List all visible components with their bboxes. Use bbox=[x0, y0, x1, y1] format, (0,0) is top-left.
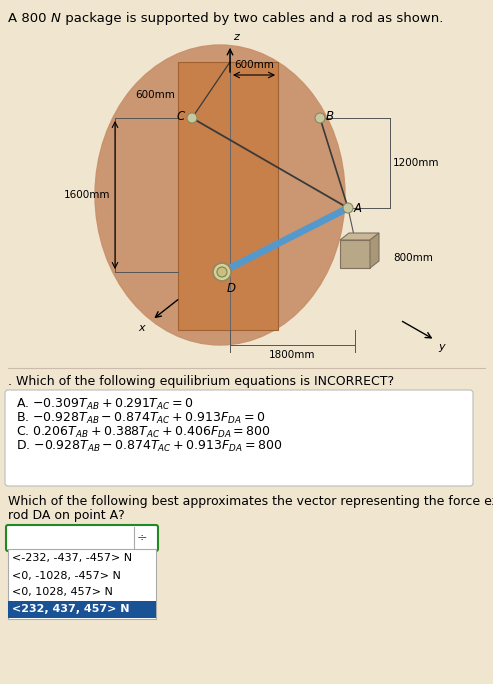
Text: C. $0.206T_{AB} + 0.388T_{AC} + 0.406F_{DA} = 800$: C. $0.206T_{AB} + 0.388T_{AC} + 0.406F_{… bbox=[16, 425, 271, 440]
Text: A 800: A 800 bbox=[8, 12, 46, 25]
Text: A. $-0.309T_{AB} + 0.291T_{AC} = 0$: A. $-0.309T_{AB} + 0.291T_{AC} = 0$ bbox=[16, 397, 194, 412]
Circle shape bbox=[343, 203, 353, 213]
Text: <0, 1028, 457> N: <0, 1028, 457> N bbox=[12, 588, 113, 598]
Text: <0, -1028, -457> N: <0, -1028, -457> N bbox=[12, 570, 121, 581]
Circle shape bbox=[213, 263, 231, 281]
Text: 600mm: 600mm bbox=[234, 60, 274, 70]
Bar bbox=[178, 62, 278, 330]
Text: package is supported by two cables and a rod as shown.: package is supported by two cables and a… bbox=[61, 12, 443, 25]
Text: $C$: $C$ bbox=[176, 109, 186, 122]
Circle shape bbox=[217, 267, 227, 277]
Text: <-232, -437, -457> N: <-232, -437, -457> N bbox=[12, 553, 132, 564]
Ellipse shape bbox=[95, 45, 345, 345]
Text: ÷: ÷ bbox=[137, 531, 147, 544]
Bar bbox=[340, 240, 370, 268]
Text: $B$: $B$ bbox=[325, 109, 334, 122]
Text: 1600mm: 1600mm bbox=[64, 190, 110, 200]
Circle shape bbox=[187, 113, 197, 123]
Text: 600mm: 600mm bbox=[135, 90, 175, 100]
Bar bbox=[8, 601, 156, 618]
Text: . Which of the following equilibrium equations is INCORRECT?: . Which of the following equilibrium equ… bbox=[8, 375, 394, 388]
Polygon shape bbox=[340, 233, 379, 240]
Text: $A$: $A$ bbox=[353, 202, 363, 215]
Text: 1800mm: 1800mm bbox=[269, 350, 315, 360]
Text: $\mathit{N}$: $\mathit{N}$ bbox=[50, 12, 62, 25]
Text: $z$: $z$ bbox=[233, 32, 241, 42]
FancyBboxPatch shape bbox=[5, 390, 473, 486]
Text: $x$: $x$ bbox=[138, 323, 147, 333]
Text: B. $-0.928T_{AB} - 0.874T_{AC} + 0.913F_{DA} = 0$: B. $-0.928T_{AB} - 0.874T_{AC} + 0.913F_… bbox=[16, 411, 265, 426]
Text: D. $-0.928T_{AB} - 0.874T_{AC} + 0.913F_{DA} = 800$: D. $-0.928T_{AB} - 0.874T_{AC} + 0.913F_… bbox=[16, 439, 282, 454]
FancyBboxPatch shape bbox=[6, 525, 158, 551]
Text: 1200mm: 1200mm bbox=[393, 158, 439, 168]
Text: 800mm: 800mm bbox=[393, 253, 433, 263]
Text: <232, 437, 457> N: <232, 437, 457> N bbox=[12, 605, 130, 614]
Text: $y$: $y$ bbox=[438, 342, 447, 354]
Text: Which of the following best approximates the vector representing the force exert: Which of the following best approximates… bbox=[8, 495, 493, 508]
Bar bbox=[8, 549, 156, 619]
Circle shape bbox=[315, 113, 325, 123]
Polygon shape bbox=[370, 233, 379, 268]
Text: $D$: $D$ bbox=[226, 282, 237, 295]
Text: rod DA on point A?: rod DA on point A? bbox=[8, 509, 125, 522]
